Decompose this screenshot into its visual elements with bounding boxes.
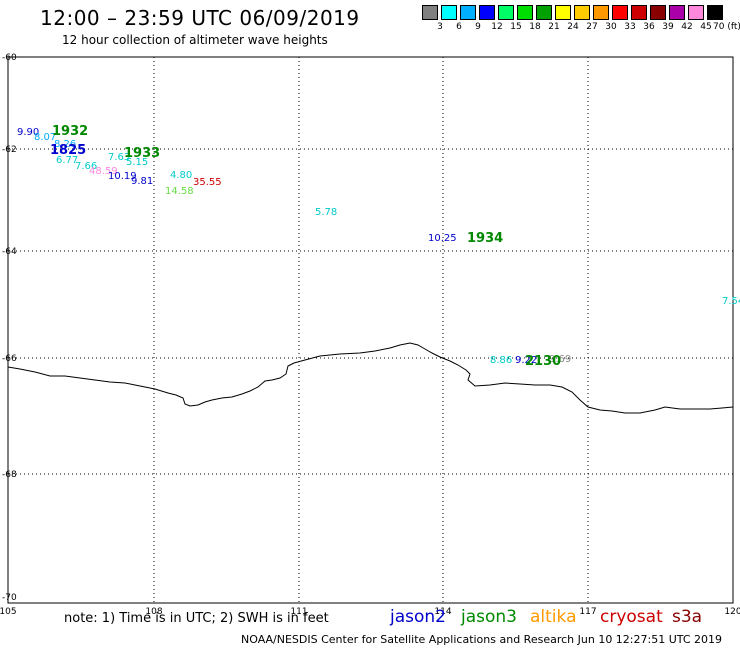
legend-swatch — [650, 5, 666, 20]
satellite-s3a: s3a — [672, 607, 703, 627]
legend-label: 33 — [624, 22, 636, 32]
lon-tick-labels: 105 108 111 114 117 120 — [0, 607, 740, 617]
pass-time: 1933 — [124, 146, 160, 161]
wave-height-value: 8.86 — [490, 355, 512, 366]
legend-swatch — [479, 5, 495, 20]
legend-label: 3 — [437, 22, 443, 32]
lat-tick: -62 — [2, 145, 17, 155]
wave-height-value: 7.63 — [108, 152, 130, 163]
legend-swatch — [498, 5, 514, 20]
legend-label: 9 — [475, 22, 481, 32]
chart-title: 12:00 – 23:59 UTC 06/09/2019 — [40, 6, 360, 30]
lat-tick-labels: -60 -62 -64 -66 -68 -70 — [2, 53, 17, 603]
wave-height-value: 35.55 — [193, 177, 222, 188]
legend-label: 39 — [662, 22, 674, 32]
lon-tick: 105 — [0, 607, 17, 617]
wave-height-value: 5.15 — [126, 157, 148, 168]
lon-tick: 117 — [579, 607, 596, 617]
lat-tick: -68 — [2, 470, 17, 480]
legend-label: 45 — [700, 22, 712, 32]
wave-height-value: 5.78 — [315, 207, 337, 218]
legend-label: 30 — [605, 22, 617, 32]
legend-swatch — [536, 5, 552, 20]
legend-swatch — [517, 5, 533, 20]
lat-tick: -70 — [2, 593, 17, 603]
wave-height-value: 8.26 — [54, 139, 76, 150]
wave-height-value: 9.90 — [17, 127, 39, 138]
wave-height-value: 9.81 — [131, 176, 153, 187]
satellite-altika: altika — [530, 607, 577, 627]
lat-tick: -64 — [2, 247, 17, 257]
plot-frame — [7, 56, 734, 604]
legend-swatch — [612, 5, 628, 20]
footer-credit: NOAA/NESDIS Center for Satellite Applica… — [241, 633, 723, 646]
wave-height-value: 6.77 — [56, 155, 78, 166]
wave-height-value: 10.25 — [428, 233, 457, 244]
wave-height-value: 4.80 — [170, 170, 192, 181]
legend-swatch — [574, 5, 590, 20]
graticule — [8, 57, 733, 603]
legend-label: 42 — [681, 22, 693, 32]
legend-label: 21 — [548, 22, 560, 32]
wave-height-value: 10.19 — [108, 171, 137, 182]
legend-label: 18 — [529, 22, 541, 32]
lon-tick: 120 — [724, 607, 740, 617]
pass-time: 1932 — [52, 124, 88, 139]
satellite-jason3: jason3 — [461, 607, 517, 627]
legend-swatch — [555, 5, 571, 20]
pass-time: 2130 — [525, 354, 561, 369]
legend-swatch — [669, 5, 685, 20]
satellite-jason2: jason2 — [390, 607, 446, 627]
legend-label: 12 — [491, 22, 503, 32]
footer-note: note: 1) Time is in UTC; 2) SWH is in fe… — [64, 611, 329, 626]
wave-height-value: 7.66 — [75, 161, 97, 172]
lon-tick: 114 — [434, 607, 451, 617]
pass-time: 1934 — [467, 231, 503, 246]
wave-height-value: 14.58 — [165, 186, 194, 197]
lat-tick: -66 — [2, 354, 17, 364]
wave-height-value: 9.69 — [549, 354, 571, 365]
legend-swatch — [688, 5, 704, 20]
chart-subtitle: 12 hour collection of altimeter wave hei… — [62, 33, 328, 47]
legend-label: 70 (ft) — [713, 22, 740, 32]
legend-swatch — [422, 5, 438, 20]
wave-height-value: 8.07 — [34, 132, 56, 143]
legend-label: 27 — [586, 22, 598, 32]
pass-time: 1825 — [50, 143, 86, 158]
wave-height-value: 9.22 — [515, 355, 537, 366]
lat-tick: -60 — [2, 53, 17, 63]
wave-height-value: 48.59 — [89, 166, 118, 177]
wave-height-value: 7.54 — [722, 296, 740, 307]
legend-swatch — [441, 5, 457, 20]
legend-swatch — [631, 5, 647, 20]
legend-label: 36 — [643, 22, 655, 32]
legend-label: 6 — [456, 22, 462, 32]
lon-tick: 111 — [290, 607, 307, 617]
observation-labels: 9.90 8.07 8.26 6.77 7.66 48.59 7.63 10.1… — [17, 127, 740, 366]
legend-label: 24 — [567, 22, 579, 32]
coastline — [7, 342, 734, 414]
pass-time-labels: 1932 1825 1933 1934 2130 — [50, 124, 561, 369]
legend-label: 15 — [510, 22, 522, 32]
legend-swatch — [460, 5, 476, 20]
satellite-cryosat: cryosat — [600, 607, 663, 627]
legend-swatch — [707, 5, 723, 20]
legend-swatch — [593, 5, 609, 20]
lon-tick: 108 — [145, 607, 162, 617]
